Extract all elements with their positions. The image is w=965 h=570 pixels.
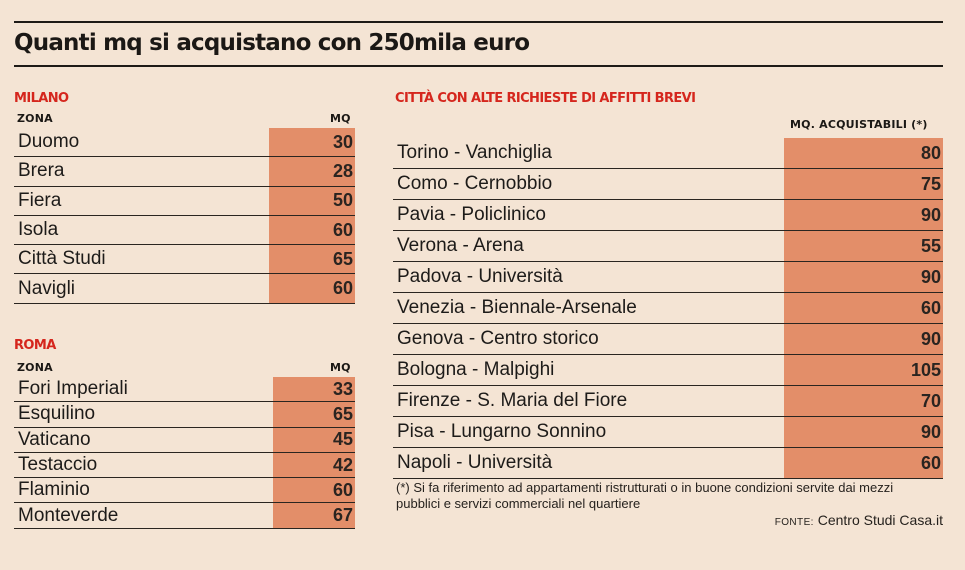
milano-table-row: Brera 28 <box>14 157 355 187</box>
mq-value: 90 <box>920 204 941 225</box>
zone-label: Brera <box>18 160 65 182</box>
zone-label: Monteverde <box>18 504 119 526</box>
page-title: Quanti mq si acquistano con 250mila euro <box>14 30 530 56</box>
affitti-col-mq: MQ. ACQUISTABILI (*) <box>790 118 928 131</box>
zone-label: Napoli - Università <box>397 452 553 473</box>
mq-value: 60 <box>332 278 353 299</box>
title-rule <box>14 65 943 67</box>
affitti-table: Torino - Vanchiglia 80 Como - Cernobbio 75 P… <box>393 138 943 479</box>
milano-table-row: Isola 60 <box>14 216 355 246</box>
affitti-bar-column <box>784 138 943 479</box>
zone-label: Navigli <box>18 277 76 299</box>
mq-value: 60 <box>920 452 941 473</box>
mq-value: 50 <box>332 190 353 211</box>
zone-label: Torino - Vanchiglia <box>397 142 552 163</box>
zone-label: Città Studi <box>18 248 106 270</box>
affitti-table-row: Bologna - Malpighi 105 <box>393 355 943 386</box>
affitti-table-row: Pavia - Policlinico 90 <box>393 200 943 231</box>
roma-col-zone: ZONA <box>17 361 53 374</box>
zone-label: Fori Imperiali <box>18 378 128 400</box>
zone-label: Genova - Centro storico <box>397 328 599 349</box>
zone-label: Esquilino <box>18 403 96 425</box>
affitti-table-row: Padova - Università 90 <box>393 262 943 293</box>
source-key: FONTE: <box>774 517 814 528</box>
zone-label: Pisa - Lungarno Sonnino <box>397 421 607 442</box>
milano-table-row: Duomo 30 <box>14 128 355 158</box>
source-credit: FONTE: Centro Studi Casa.it <box>775 512 943 528</box>
zone-label: Venezia - Biennale-Arsenale <box>397 297 637 318</box>
roma-table-row: Flaminio 60 <box>14 478 355 504</box>
mq-value: 60 <box>920 297 941 318</box>
mq-value: 90 <box>920 421 941 442</box>
zone-label: Como - Cernobbio <box>397 173 553 194</box>
zone-label: Bologna - Malpighi <box>397 359 555 380</box>
mq-value: 67 <box>332 505 353 526</box>
mq-value: 28 <box>332 160 353 181</box>
mq-value: 80 <box>920 142 941 163</box>
mq-value: 60 <box>332 219 353 240</box>
mq-value: 70 <box>920 390 941 411</box>
zone-label: Pavia - Policlinico <box>397 204 546 225</box>
affitti-table-row: Pisa - Lungarno Sonnino 90 <box>393 417 943 448</box>
roma-table-row: Vaticano 45 <box>14 428 355 453</box>
mq-value: 65 <box>332 403 353 424</box>
affitti-table-row: Genova - Centro storico 90 <box>393 324 943 355</box>
affitti-table-row: Napoli - Università 60 <box>393 448 943 479</box>
milano-col-mq: MQ <box>330 112 351 125</box>
affitti-table-row: Firenze - S. Maria del Fiore 70 <box>393 386 943 417</box>
roma-section-title: ROMA <box>14 338 56 353</box>
source-value: Centro Studi Casa.it <box>813 512 943 528</box>
zone-label: Flaminio <box>18 479 90 501</box>
top-rule <box>14 21 943 23</box>
footnote: (*) Si fa riferimento ad appartamenti ri… <box>396 480 894 511</box>
zone-label: Firenze - S. Maria del Fiore <box>397 390 628 411</box>
affitti-table-row: Venezia - Biennale-Arsenale 60 <box>393 293 943 324</box>
milano-section-title: MILANO <box>14 91 69 106</box>
roma-table-row: Monteverde 67 <box>14 503 355 529</box>
roma-table-row: Fori Imperiali 33 <box>14 377 355 403</box>
zone-label: Isola <box>18 219 59 241</box>
zone-label: Vaticano <box>18 428 91 450</box>
affitti-table-row: Verona - Arena 55 <box>393 231 943 262</box>
mq-value: 90 <box>920 266 941 287</box>
milano-table-row: Fiera 50 <box>14 187 355 216</box>
zone-label: Padova - Università <box>397 266 563 287</box>
mq-value: 45 <box>332 429 353 450</box>
mq-value: 105 <box>910 359 941 380</box>
roma-col-mq: MQ <box>330 361 351 374</box>
zone-label: Duomo <box>18 131 80 153</box>
roma-table-row: Testaccio 42 <box>14 453 355 479</box>
mq-value: 65 <box>332 248 353 269</box>
affitti-table-row: Torino - Vanchiglia 80 <box>393 138 943 169</box>
mq-value: 42 <box>332 454 353 475</box>
zone-label: Verona - Arena <box>397 235 524 256</box>
mq-value: 55 <box>920 235 941 256</box>
affitti-table-row: Como - Cernobbio 75 <box>393 169 943 200</box>
roma-bar-column <box>273 377 355 529</box>
milano-table-row: Città Studi 65 <box>14 245 355 275</box>
mq-value: 30 <box>332 131 353 152</box>
roma-table: Fori Imperiali 33 Esquilino 65 Vaticano 45 Tes… <box>14 377 355 529</box>
milano-table-row: Navigli 60 <box>14 274 355 304</box>
milano-table: Duomo 30 Brera 28 Fiera 50 Isola 60 Città Studi 6… <box>14 128 355 304</box>
mq-value: 75 <box>920 173 941 194</box>
milano-col-zone: ZONA <box>17 112 53 125</box>
mq-value: 33 <box>332 378 353 399</box>
zone-label: Fiera <box>18 189 62 211</box>
milano-bar-column <box>269 128 355 304</box>
affitti-section-title: CITTÀ CON ALTE RICHIESTE DI AFFITTI BREV… <box>395 91 696 106</box>
roma-table-row: Esquilino 65 <box>14 402 355 428</box>
mq-value: 60 <box>332 479 353 500</box>
zone-label: Testaccio <box>18 454 98 476</box>
mq-value: 90 <box>920 328 941 349</box>
